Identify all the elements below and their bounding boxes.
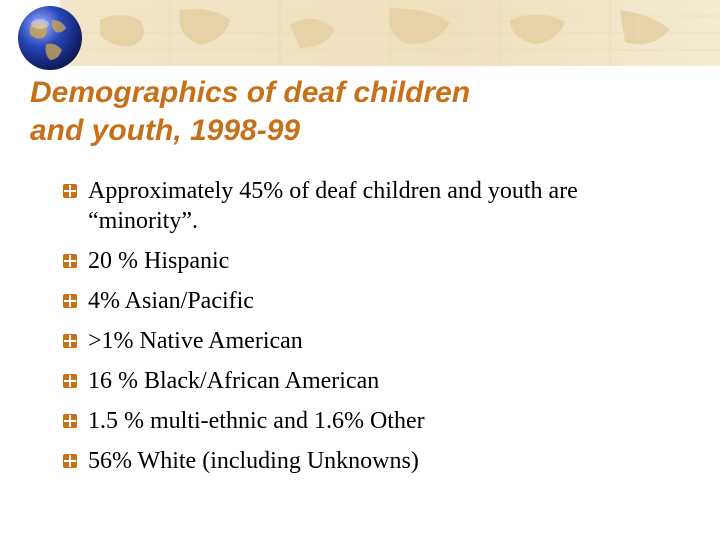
bullet-text: Approximately 45% of deaf children and y… — [88, 178, 578, 234]
bullet-item: Approximately 45% of deaf children and y… — [62, 176, 682, 236]
bullet-text: 16 % Black/African American — [88, 368, 380, 394]
globe-icon — [18, 6, 82, 70]
bullet-item: 16 % Black/African American — [62, 366, 682, 396]
plus-box-bullet-icon — [63, 184, 77, 198]
bullet-item: 1.5 % multi-ethnic and 1.6% Other — [62, 406, 682, 436]
slide-title: Demographics of deaf children and youth,… — [30, 74, 670, 150]
bullet-item: 56% White (including Unknowns) — [62, 446, 682, 476]
plus-box-bullet-icon — [63, 294, 77, 308]
bullet-text: >1% Native American — [88, 328, 303, 354]
world-map-decoration — [60, 0, 720, 66]
plus-box-bullet-icon — [63, 454, 77, 468]
bullet-text: 20 % Hispanic — [88, 248, 230, 274]
bullet-text: 4% Asian/Pacific — [88, 288, 254, 314]
plus-box-bullet-icon — [63, 414, 77, 428]
title-line-2: and youth, 1998-99 — [30, 114, 301, 147]
plus-box-bullet-icon — [63, 254, 77, 268]
plus-box-bullet-icon — [63, 334, 77, 348]
bullet-list: Approximately 45% of deaf children and y… — [62, 176, 682, 486]
bullet-item: 4% Asian/Pacific — [62, 286, 682, 316]
bullet-item: >1% Native American — [62, 326, 682, 356]
world-map-banner — [60, 0, 720, 66]
bullet-item: 20 % Hispanic — [62, 246, 682, 276]
plus-box-bullet-icon — [63, 374, 77, 388]
title-line-1: Demographics of deaf children — [30, 76, 471, 109]
bullet-text: 56% White (including Unknowns) — [88, 448, 419, 474]
bullet-text: 1.5 % multi-ethnic and 1.6% Other — [88, 408, 425, 434]
